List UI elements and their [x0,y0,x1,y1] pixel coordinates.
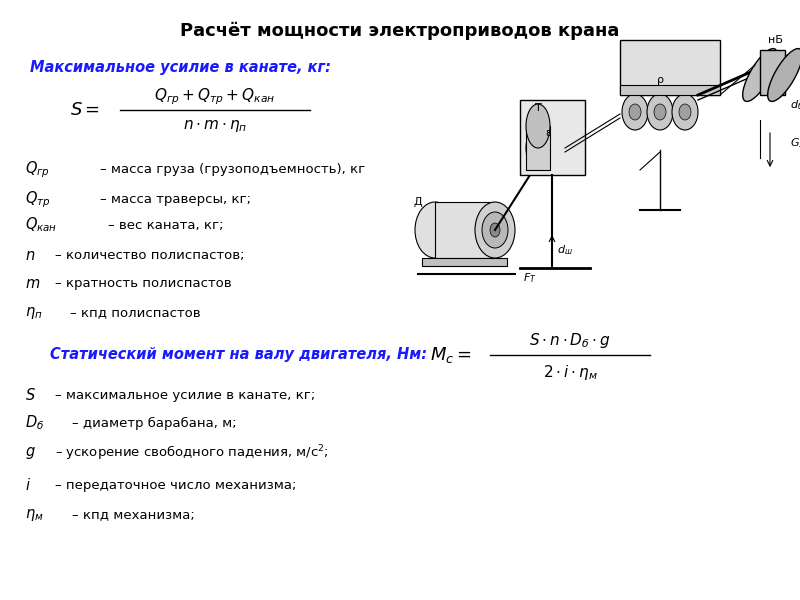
Text: – диаметр барабана, м;: – диаметр барабана, м; [72,416,237,430]
Text: Расчёт мощности электроприводов крана: Расчёт мощности электроприводов крана [180,22,620,40]
Text: $M_c=$: $M_c=$ [430,345,471,365]
Text: Д: Д [414,197,422,207]
Text: – передаточное число механизма;: – передаточное число механизма; [55,479,296,491]
Text: $n$: $n$ [25,247,35,263]
Text: – кпд механизма;: – кпд механизма; [72,509,194,521]
Text: – масса траверсы, кг;: – масса траверсы, кг; [100,193,251,206]
Bar [620,85,720,95]
Ellipse shape [482,212,508,248]
Ellipse shape [654,104,666,120]
Ellipse shape [622,94,648,130]
Text: $d_{б}$: $d_{б}$ [790,98,800,112]
Ellipse shape [742,49,778,101]
Text: $\eta_{м}$: $\eta_{м}$ [25,507,44,523]
Text: $S$: $S$ [25,387,36,403]
Ellipse shape [679,104,691,120]
Bar [520,100,585,175]
Bar [422,258,507,266]
Ellipse shape [415,202,455,258]
Ellipse shape [672,94,698,130]
Ellipse shape [629,104,641,120]
Text: – максимальное усилие в канате, кг;: – максимальное усилие в канате, кг; [55,389,315,401]
Text: $n \cdot m \cdot \eta_{п}$: $n \cdot m \cdot \eta_{п}$ [183,118,247,134]
Text: $G_{зр}$: $G_{зр}$ [790,137,800,153]
Text: Максимальное усилие в канате, кг:: Максимальное усилие в канате, кг: [30,60,331,75]
Text: – кпд полиспастов: – кпд полиспастов [70,307,201,319]
Text: $d_{ш}$: $d_{ш}$ [557,243,573,257]
Ellipse shape [768,49,800,101]
Text: – масса груза (грузоподъемность), кг: – масса груза (грузоподъемность), кг [100,163,366,176]
Text: – вес каната, кг;: – вес каната, кг; [108,218,223,232]
Text: $m$: $m$ [25,275,40,290]
Text: $D_{б}$: $D_{б}$ [25,413,44,433]
Bar [435,202,495,258]
Text: Статический момент на валу двигателя, Нм:: Статический момент на валу двигателя, Нм… [50,347,427,362]
Ellipse shape [490,223,500,237]
Text: $F_{T}$: $F_{T}$ [523,271,537,285]
Text: $2 \cdot i \cdot \eta_{м}$: $2 \cdot i \cdot \eta_{м}$ [542,362,598,382]
Text: ε: ε [545,128,551,138]
Text: $Q_{кан}$: $Q_{кан}$ [25,215,58,235]
Text: $Q_{гр}$: $Q_{гр}$ [25,160,50,180]
Ellipse shape [647,94,673,130]
Bar [760,50,785,95]
Text: $S \cdot n \cdot D_{б} \cdot g$: $S \cdot n \cdot D_{б} \cdot g$ [530,331,610,349]
Text: $S=$: $S=$ [70,101,100,119]
Bar [526,126,550,170]
Text: ρ: ρ [657,75,663,85]
Text: $Q_{гр}+Q_{тр}+Q_{кан}$: $Q_{гр}+Q_{тр}+Q_{кан}$ [154,87,276,107]
Text: T: T [534,103,542,113]
Text: $Q_{тр}$: $Q_{тр}$ [25,190,50,210]
Text: – ускорение свободного падения, м/с$^2$;: – ускорение свободного падения, м/с$^2$; [55,443,329,463]
Text: $\eta_{п}$: $\eta_{п}$ [25,305,42,321]
Text: – кратность полиспастов: – кратность полиспастов [55,277,232,289]
Text: $i$: $i$ [25,477,31,493]
Text: $g$: $g$ [25,445,36,461]
Bar [620,40,720,95]
Text: нБ: нБ [767,35,782,45]
Ellipse shape [475,202,515,258]
Ellipse shape [526,104,550,148]
Text: – количество полиспастов;: – количество полиспастов; [55,248,245,262]
Ellipse shape [526,126,550,170]
